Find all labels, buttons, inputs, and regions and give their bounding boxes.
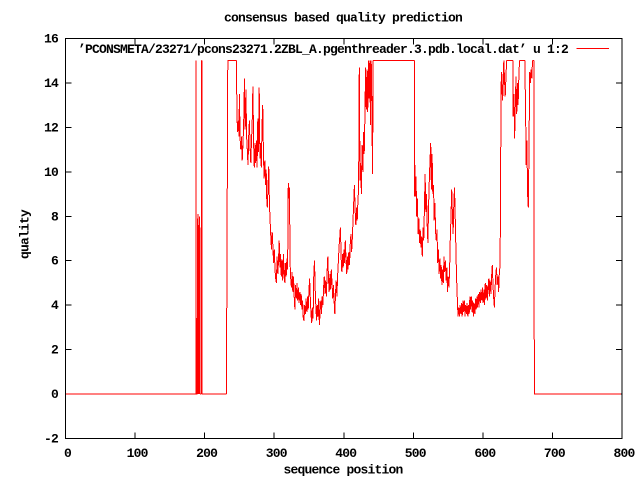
svg-text:consensus based quality predic: consensus based quality prediction [224, 11, 463, 26]
svg-text:’PCONSMETA/23271/pcons23271.2Z: ’PCONSMETA/23271/pcons23271.2ZBL_A.pgent… [78, 42, 569, 57]
svg-text:600: 600 [474, 446, 496, 461]
svg-text:400: 400 [335, 446, 357, 461]
svg-text:500: 500 [405, 446, 427, 461]
svg-text:700: 700 [544, 446, 566, 461]
svg-text:2: 2 [51, 343, 59, 358]
svg-text:100: 100 [127, 446, 149, 461]
svg-text:8: 8 [51, 209, 59, 224]
svg-text:6: 6 [51, 254, 59, 269]
svg-text:0: 0 [51, 387, 59, 402]
svg-text:14: 14 [44, 76, 59, 91]
svg-text:quality: quality [18, 209, 33, 259]
svg-text:300: 300 [266, 446, 288, 461]
svg-text:10: 10 [44, 165, 59, 180]
svg-text:0: 0 [64, 446, 72, 461]
svg-text:4: 4 [51, 298, 59, 313]
svg-text:16: 16 [44, 32, 59, 47]
svg-text:-2: -2 [44, 432, 59, 447]
svg-text:sequence position: sequence position [284, 463, 404, 478]
svg-text:12: 12 [44, 120, 59, 135]
svg-text:200: 200 [196, 446, 218, 461]
svg-text:800: 800 [613, 446, 635, 461]
